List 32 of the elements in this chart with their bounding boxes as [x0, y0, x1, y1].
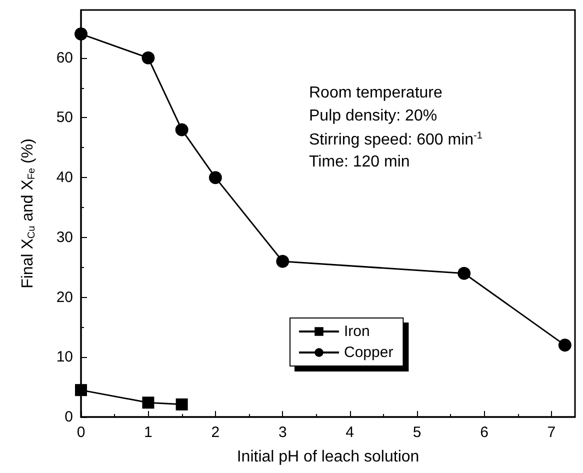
point	[276, 254, 290, 268]
x-tick-label: 5	[412, 424, 422, 441]
point	[458, 266, 471, 280]
y-tick-label: 60	[56, 49, 73, 66]
point	[74, 27, 88, 40]
y-tick-label: 20	[56, 288, 73, 306]
annotation: Time: 120 min	[309, 154, 410, 170]
x-tick-label: 2	[211, 424, 220, 441]
x-tick-label: 6	[480, 424, 488, 441]
y-tick-label: 10	[56, 348, 73, 366]
y-tick-label: 30	[56, 228, 73, 246]
legend-label: Iron	[344, 323, 370, 340]
y-tick-label: 0	[64, 408, 73, 426]
point	[175, 123, 188, 136]
x-tick-label: 0	[76, 424, 86, 441]
point	[142, 396, 154, 409]
point	[142, 51, 155, 64]
annotation: Room temperature	[309, 84, 442, 102]
point	[176, 398, 188, 410]
point	[558, 338, 572, 352]
x-axis-title: Initial pH of leach solution	[236, 448, 420, 466]
x-tick-label: 1	[144, 424, 152, 441]
y-axis-title: Final XCu and XFe (%)	[20, 138, 38, 288]
x-tick-label: 3	[278, 424, 287, 441]
y-tick-label: 40	[56, 169, 73, 186]
legend-label: Copper	[344, 344, 394, 361]
point	[75, 384, 87, 396]
point	[208, 171, 222, 184]
y-tick-label: 50	[56, 109, 73, 126]
annotation: Pulp density: 20%	[309, 108, 438, 124]
x-tick-label: 4	[346, 424, 354, 441]
x-tick-label: 7	[547, 424, 556, 441]
